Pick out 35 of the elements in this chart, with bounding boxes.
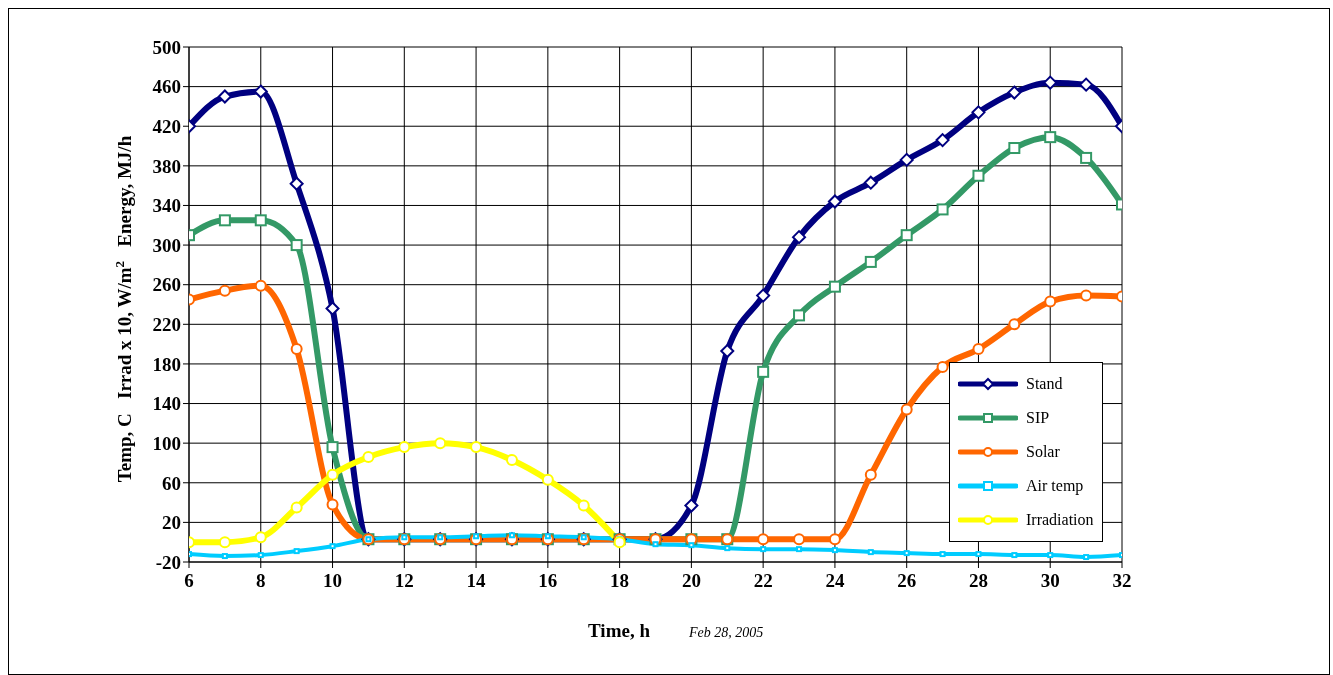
legend-label: SIP — [1026, 409, 1050, 427]
x-tick-label: 18 — [610, 570, 630, 592]
x-tick-label: 12 — [394, 570, 414, 592]
x-tick-label: 32 — [1112, 570, 1132, 592]
legend-label: Irradiation — [1026, 511, 1094, 529]
x-tick-label: 24 — [825, 570, 845, 592]
x-tick-label: 6 — [184, 570, 194, 592]
x-tick-label: 26 — [897, 570, 917, 592]
x-tick-label: 14 — [466, 570, 487, 592]
y-tick-label: 420 — [152, 115, 181, 137]
x-tick-label: 28 — [968, 570, 988, 592]
y-tick-label: 20 — [162, 512, 181, 534]
text: Feb 28, 2005 — [688, 625, 764, 640]
y-tick-label: 100 — [152, 432, 181, 454]
legend-label: Solar — [1026, 443, 1060, 461]
y-tick-label: 60 — [162, 472, 181, 494]
y-tick-label: 140 — [152, 393, 181, 415]
y-tick-label: 180 — [152, 353, 181, 375]
x-tick-label: 22 — [753, 570, 773, 592]
y-tick-label: 220 — [152, 314, 181, 336]
x-tick-label: 8 — [256, 570, 266, 592]
y-tick-label: 460 — [152, 76, 181, 98]
legend-label: Stand — [1026, 375, 1063, 393]
y-tick-label: -20 — [155, 551, 181, 573]
y-tick-label: 380 — [152, 155, 181, 177]
x-tick-label: 10 — [323, 570, 343, 592]
x-tick-label: 30 — [1040, 570, 1060, 592]
legend-label: Air temp — [1026, 477, 1084, 495]
y-tick-label: 500 — [152, 36, 181, 58]
x-tick-label: 20 — [681, 570, 701, 592]
y-tick-label: 300 — [152, 234, 181, 256]
x-axis-title: Time, h — [588, 620, 651, 641]
y-tick-label: 340 — [152, 195, 181, 217]
x-tick-label: 16 — [538, 570, 558, 592]
y-tick-label: 260 — [152, 274, 181, 296]
